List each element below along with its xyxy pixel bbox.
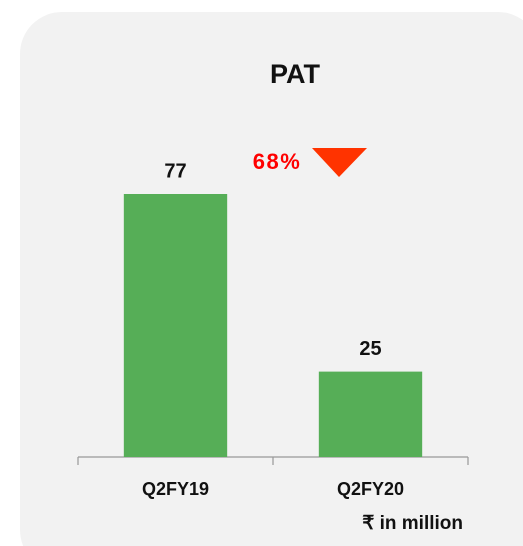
unit-note: ₹ in million xyxy=(362,513,463,534)
bar xyxy=(318,371,423,457)
value-label: 25 xyxy=(359,338,381,360)
annotation: 68% xyxy=(253,149,302,174)
x-tick-label: Q2FY19 xyxy=(142,479,209,499)
chart-title: PAT xyxy=(270,59,320,89)
bar xyxy=(123,194,228,457)
x-tick-label: Q2FY20 xyxy=(337,479,404,499)
down-arrow xyxy=(312,148,367,177)
value-label: 77 xyxy=(164,160,186,182)
panel xyxy=(20,12,523,546)
